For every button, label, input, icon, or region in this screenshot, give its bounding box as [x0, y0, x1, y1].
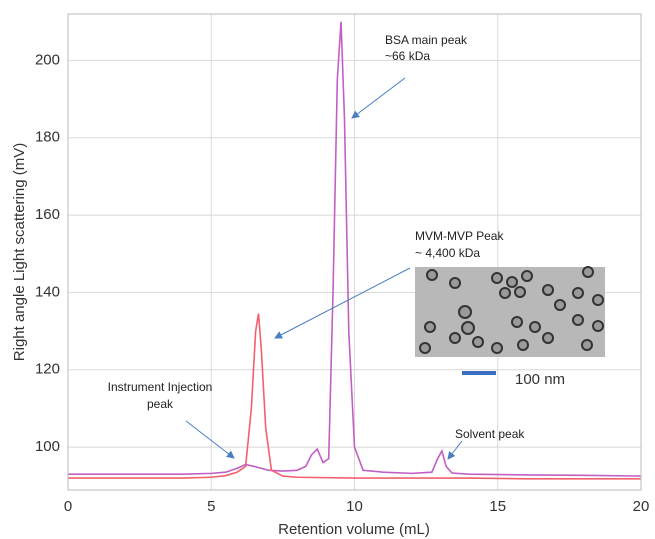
- y-tick-label: 100: [35, 438, 60, 455]
- annotation: ~ 4,400 kDa: [415, 246, 480, 260]
- y-tick-label: 180: [35, 129, 60, 146]
- series-line: [68, 21, 642, 477]
- annotation-arrows: [185, 77, 463, 460]
- lines: [68, 21, 642, 480]
- annotation: Instrument Injection: [108, 380, 213, 394]
- annotation: MVM-MVP Peak: [415, 229, 504, 243]
- grid: [67, 14, 642, 490]
- y-tick-label: 160: [35, 206, 60, 223]
- plot-frame: [67, 13, 642, 491]
- annotation: BSA main peak: [385, 33, 468, 47]
- x-tick-label: 5: [207, 498, 215, 515]
- x-tick-label: 10: [346, 498, 363, 515]
- annotation: Solvent peak: [455, 427, 525, 441]
- y-tick-label: 140: [35, 283, 60, 300]
- x-axis-label: Retention volume (mL): [278, 521, 430, 538]
- annotation: ~66 kDa: [385, 49, 430, 63]
- y-tick-label: 200: [35, 51, 60, 68]
- y-tick-label: 120: [35, 361, 60, 378]
- annotation: peak: [147, 397, 174, 411]
- scale-bar-label: 100 nm: [515, 371, 565, 388]
- x-tick-label: 15: [489, 498, 506, 515]
- y-axis-label: Right angle Light scattering (mV): [11, 143, 28, 361]
- x-tick-label: 20: [633, 498, 650, 515]
- x-tick-label: 0: [64, 498, 72, 515]
- inset-micrograph: [415, 266, 605, 375]
- series-line: [68, 313, 641, 480]
